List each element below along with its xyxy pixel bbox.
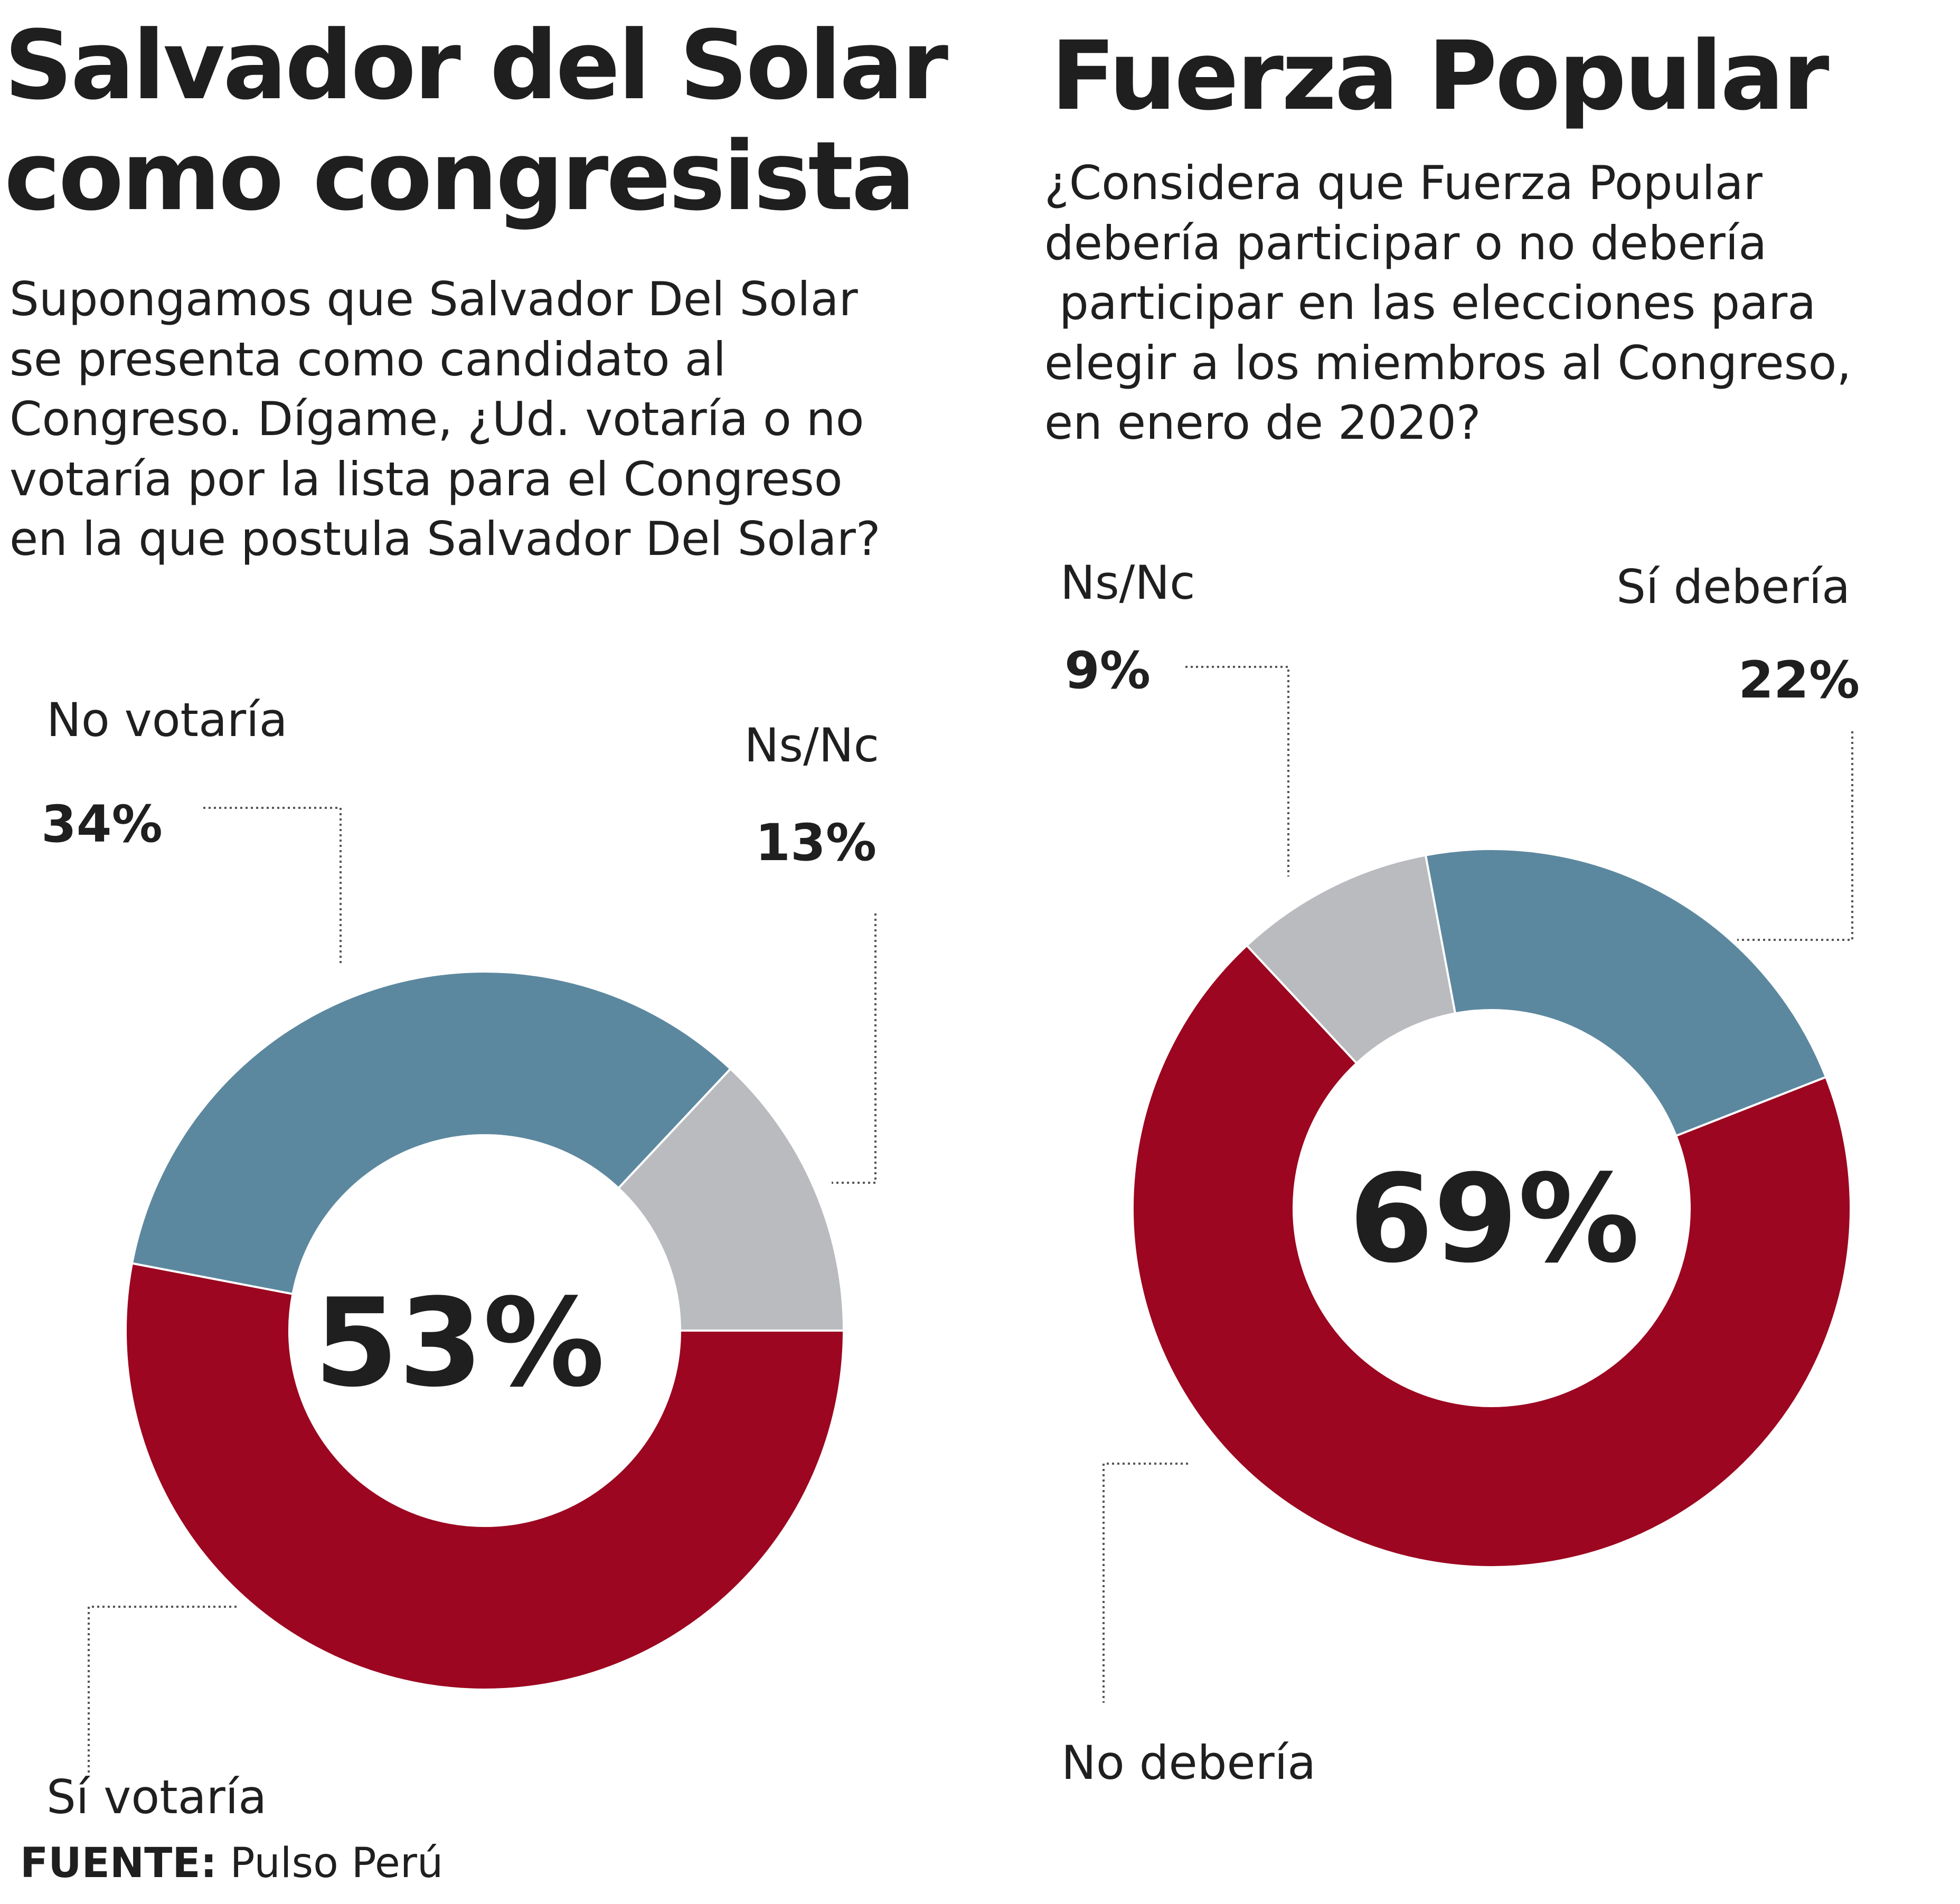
chart1-value-no-votaria: 34%	[41, 795, 163, 854]
chart1-label-ns-nc: Ns/Nc	[744, 718, 879, 772]
chart1-title-line1: Salvador del Solar	[4, 11, 948, 121]
donut1-slice-no-votaria	[130, 970, 732, 1296]
chart1-label-si-votaria: Sí votaría	[46, 1770, 267, 1824]
chart1-center-value: 53%	[314, 1273, 605, 1414]
chart1-label-no-votaria: No votaría	[46, 693, 288, 747]
chart2-label-si-deberia: Sí debería	[1616, 560, 1850, 614]
source-text: Pulso Perú	[230, 1840, 444, 1887]
chart2-label-no-deberia: No debería	[1061, 1736, 1316, 1790]
chart1-title-line2: como congresista	[4, 121, 916, 232]
chart2-center-value: 69%	[1349, 1149, 1640, 1290]
donut2-slice-si-deberia	[1424, 847, 1827, 1137]
chart2-value-si-deberia: 22%	[1738, 651, 1860, 710]
chart2-question: ¿Considera que Fuerza Popular debería pa…	[1044, 156, 1852, 450]
chart2-value-ns-nc: 9%	[1064, 641, 1151, 700]
donut1-slice-si-votaria	[125, 1262, 845, 1691]
chart1-question: Supongamos que Salvador Del Solar se pre…	[10, 272, 881, 567]
source-note: FUENTE: Pulso Perú	[20, 1843, 443, 1884]
chart1-value-ns-nc: 13%	[755, 813, 877, 872]
chart2-label-ns-nc: Ns/Nc	[1060, 555, 1195, 610]
donut1-slice-ns-nc	[617, 1067, 845, 1332]
source-label: FUENTE:	[20, 1840, 217, 1887]
donut2-slice-no-deberia	[1132, 944, 1852, 1568]
chart2-title: Fuerza Popular	[1051, 21, 1829, 131]
